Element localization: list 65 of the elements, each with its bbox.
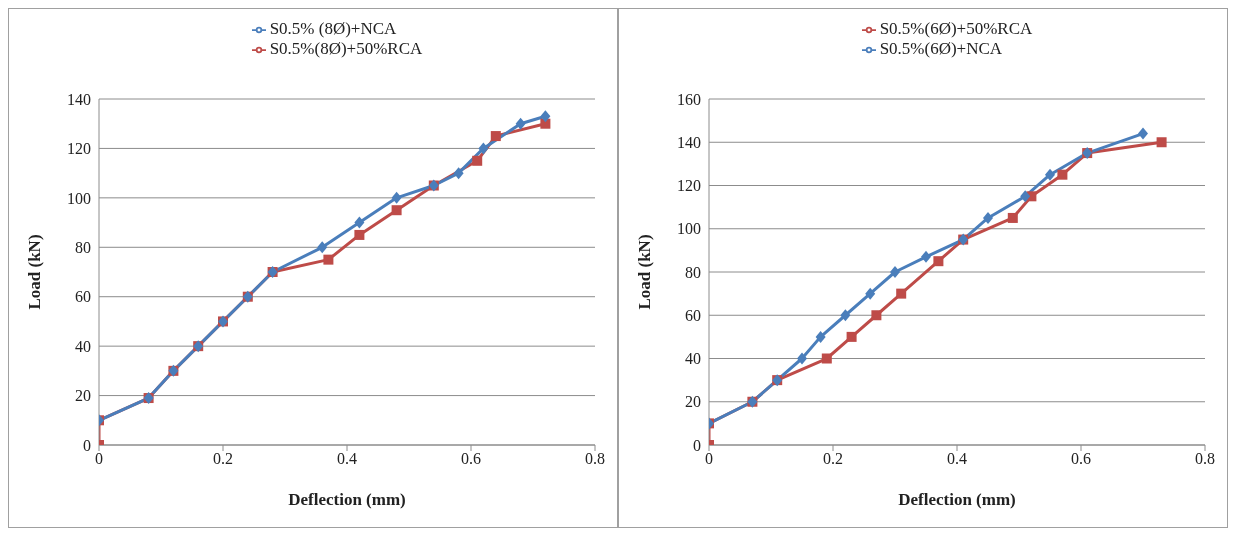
point xyxy=(896,288,907,299)
point xyxy=(1156,137,1167,148)
y-tick-label: 0 xyxy=(693,436,701,454)
point xyxy=(515,117,526,130)
point xyxy=(921,250,931,263)
x-tick-label: 0.8 xyxy=(1195,450,1215,468)
y-tick-label: 120 xyxy=(67,140,91,158)
y-tick-label: 160 xyxy=(677,90,701,108)
y-tick-label: 80 xyxy=(685,263,701,281)
y-tick-label: 0 xyxy=(83,436,91,454)
point xyxy=(323,254,334,265)
point xyxy=(478,142,489,155)
x-tick-label: 0 xyxy=(705,450,713,468)
y-tick-label: 40 xyxy=(685,350,701,368)
x-tick-label: 0.4 xyxy=(947,450,967,468)
legend-label: S0.5%(8Ø)+50%RCA xyxy=(269,39,423,58)
legend-label: S0.5% (8Ø)+NCA xyxy=(269,19,397,38)
y-tick-label: 60 xyxy=(75,288,91,306)
point xyxy=(1045,168,1055,181)
point xyxy=(490,131,501,142)
x-tick-label: 0.6 xyxy=(461,450,481,468)
point xyxy=(1138,127,1148,140)
point xyxy=(472,155,483,166)
x-tick-label: 0.4 xyxy=(337,450,357,468)
point xyxy=(933,256,944,267)
y-axis-title: Load (kN) xyxy=(25,234,45,310)
x-axis-title: Deflection (mm) xyxy=(898,490,1016,509)
y-tick-label: 100 xyxy=(67,189,91,207)
x-tick-label: 0.8 xyxy=(585,450,605,468)
x-axis-title: Deflection (mm) xyxy=(288,490,406,509)
x-tick-label: 0.2 xyxy=(823,450,843,468)
x-tick-label: 0.6 xyxy=(1071,450,1091,468)
y-tick-label: 20 xyxy=(75,387,91,405)
point xyxy=(1007,212,1018,223)
point xyxy=(840,309,851,322)
y-tick-label: 120 xyxy=(677,177,701,195)
point xyxy=(890,266,900,278)
point xyxy=(871,310,882,321)
point xyxy=(1020,190,1031,203)
point xyxy=(797,352,807,365)
point xyxy=(453,167,464,180)
y-axis-title: Load (kN) xyxy=(635,234,655,310)
y-tick-label: 60 xyxy=(685,306,701,324)
point xyxy=(846,331,857,342)
x-tick-label: 0 xyxy=(95,450,103,468)
point xyxy=(354,229,365,240)
y-tick-label: 20 xyxy=(685,393,701,411)
point xyxy=(354,216,365,229)
y-tick-label: 100 xyxy=(677,220,701,238)
point xyxy=(391,205,402,216)
point xyxy=(865,287,876,300)
y-tick-label: 140 xyxy=(677,133,701,151)
y-tick-label: 40 xyxy=(75,337,91,355)
point xyxy=(983,211,993,224)
point xyxy=(317,241,328,254)
legend-label: S0.5%(6Ø)+NCA xyxy=(879,39,1003,58)
legend-label: S0.5%(6Ø)+50%RCA xyxy=(879,19,1033,38)
x-tick-label: 0.2 xyxy=(213,450,233,468)
point xyxy=(391,191,402,204)
y-tick-label: 140 xyxy=(67,90,91,108)
point xyxy=(540,110,551,123)
y-tick-label: 80 xyxy=(75,238,91,256)
point xyxy=(1057,169,1068,180)
point xyxy=(821,353,832,364)
point xyxy=(815,330,826,343)
